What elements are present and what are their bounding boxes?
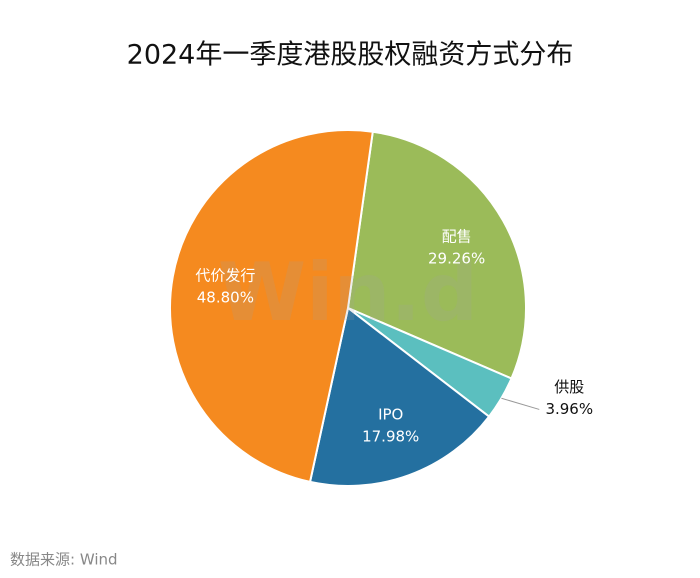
slice-label: 配售 [442,227,472,245]
watermark: Win.d [218,246,478,339]
slice-label: 代价发行 [195,267,255,285]
slice-label: 供股 [554,378,584,396]
pie-slice [308,306,491,487]
pie-slice [346,130,527,380]
pie-slice [168,129,374,484]
value-label: 48.80% [197,289,254,307]
value-label: 29.26% [428,249,485,267]
leader-line [501,397,540,410]
value-label: 3.96% [545,400,593,418]
chart-title: 2024年一季度港股股权融资方式分布 [127,40,574,71]
source: 数据来源: Wind [10,551,118,569]
value-label: 17.98% [362,428,419,446]
slice-label: IPO [378,406,403,424]
